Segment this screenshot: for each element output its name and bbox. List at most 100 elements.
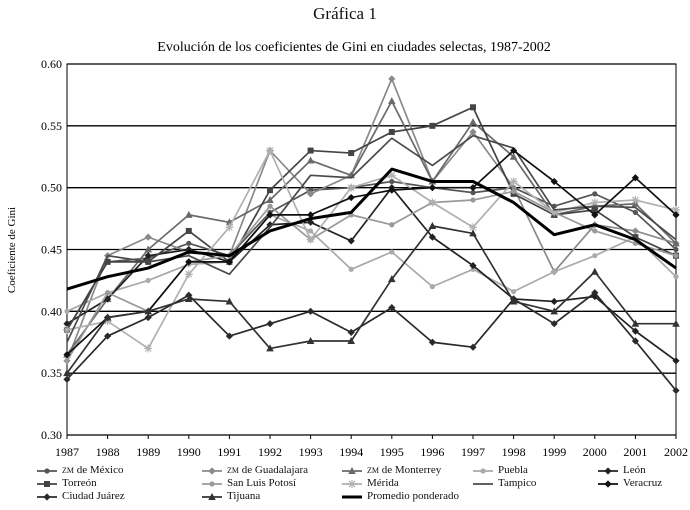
data-point — [103, 317, 112, 326]
legend-label: San Luis Potosí — [227, 477, 297, 489]
series-line — [66, 77, 677, 362]
legend-marker — [208, 467, 216, 475]
data-point — [631, 319, 640, 327]
data-point — [469, 343, 477, 351]
y-tick-label: 0.60 — [41, 57, 62, 71]
x-tick-label: 1999 — [542, 445, 566, 459]
data-point — [631, 227, 639, 235]
data-point — [144, 233, 152, 241]
data-point — [104, 332, 112, 340]
data-point — [185, 294, 193, 302]
data-point — [428, 198, 437, 207]
data-point — [105, 290, 111, 296]
data-point — [429, 122, 436, 129]
data-point — [185, 227, 192, 234]
data-point — [592, 191, 598, 197]
data-point — [347, 337, 355, 345]
data-point — [631, 327, 639, 335]
data-point — [389, 249, 395, 255]
data-point — [104, 258, 111, 265]
data-point — [673, 253, 679, 259]
data-point — [185, 258, 193, 266]
data-point — [63, 375, 71, 383]
y-tick-label: 0.35 — [41, 366, 62, 380]
legend-label: ZM de México — [62, 464, 124, 476]
data-point — [470, 104, 476, 111]
data-point — [267, 187, 273, 194]
y-tick-label: 0.50 — [41, 181, 62, 195]
data-point — [63, 325, 71, 334]
data-point — [631, 174, 639, 182]
x-tick-label: 2001 — [623, 445, 647, 459]
data-point — [469, 118, 477, 126]
data-point — [428, 184, 436, 192]
data-point — [145, 277, 151, 284]
legend-marker — [209, 481, 215, 487]
figure-label: Gráfica 1 — [313, 4, 377, 23]
data-point — [308, 228, 314, 234]
series-line — [66, 225, 676, 374]
data-point — [348, 266, 354, 272]
legend-label: Veracruz — [623, 477, 663, 489]
data-point — [306, 235, 315, 244]
data-point — [672, 205, 680, 214]
data-point — [672, 357, 680, 365]
legend-label: Ciudad Juárez — [62, 490, 125, 502]
legend-swatch — [342, 495, 362, 499]
data-point — [388, 275, 396, 283]
data-point — [509, 297, 518, 305]
x-tick-label: 1992 — [258, 445, 282, 459]
data-point — [428, 222, 437, 230]
data-point — [510, 146, 518, 155]
data-point — [387, 171, 396, 180]
data-point — [388, 186, 396, 194]
x-tick-label: 2002 — [664, 445, 688, 459]
legend-swatch — [598, 467, 618, 475]
data-point — [348, 150, 355, 157]
data-point — [144, 344, 153, 353]
data-point — [185, 210, 193, 218]
series-11 — [63, 222, 680, 377]
data-point — [64, 308, 70, 314]
x-tick-label: 1990 — [177, 445, 201, 459]
data-point — [591, 292, 599, 301]
data-point — [389, 222, 395, 228]
legend-swatch — [202, 481, 222, 487]
data-point — [266, 221, 274, 229]
data-point — [347, 193, 355, 202]
data-point — [63, 351, 71, 359]
data-point — [673, 246, 679, 253]
data-point — [389, 178, 395, 185]
axes: 0.30 0.35 0.40 0.45 0.50 0.55 0.60 1987 1988 1989… — [41, 57, 688, 459]
data-point — [673, 274, 679, 280]
data-point — [509, 177, 518, 186]
x-tick-label: 1987 — [55, 445, 79, 459]
x-tick-label: 1995 — [380, 445, 404, 459]
series-10 — [63, 289, 680, 395]
data-point — [388, 75, 396, 83]
series-9 — [63, 146, 680, 359]
data-point — [469, 128, 477, 136]
legend-swatch — [342, 480, 362, 488]
legend-swatch — [342, 467, 362, 474]
data-point — [144, 313, 152, 322]
data-point — [144, 245, 152, 253]
data-point — [307, 307, 315, 315]
legend-swatch — [37, 481, 57, 487]
data-point — [592, 253, 598, 259]
legend-label: ZM de Monterrey — [367, 464, 442, 476]
data-point — [63, 320, 71, 328]
data-point — [470, 197, 476, 203]
data-point — [509, 152, 518, 160]
data-point — [592, 228, 598, 234]
data-point — [631, 196, 640, 205]
data-point — [550, 307, 558, 315]
legend-swatch — [37, 468, 57, 474]
legend-marker — [604, 480, 612, 488]
legend-marker — [604, 467, 612, 475]
data-point — [144, 307, 152, 315]
y-tick-label: 0.45 — [41, 243, 62, 257]
data-point — [225, 297, 234, 305]
x-tick-label: 2000 — [583, 445, 607, 459]
x-tick-label: 1991 — [217, 445, 241, 459]
